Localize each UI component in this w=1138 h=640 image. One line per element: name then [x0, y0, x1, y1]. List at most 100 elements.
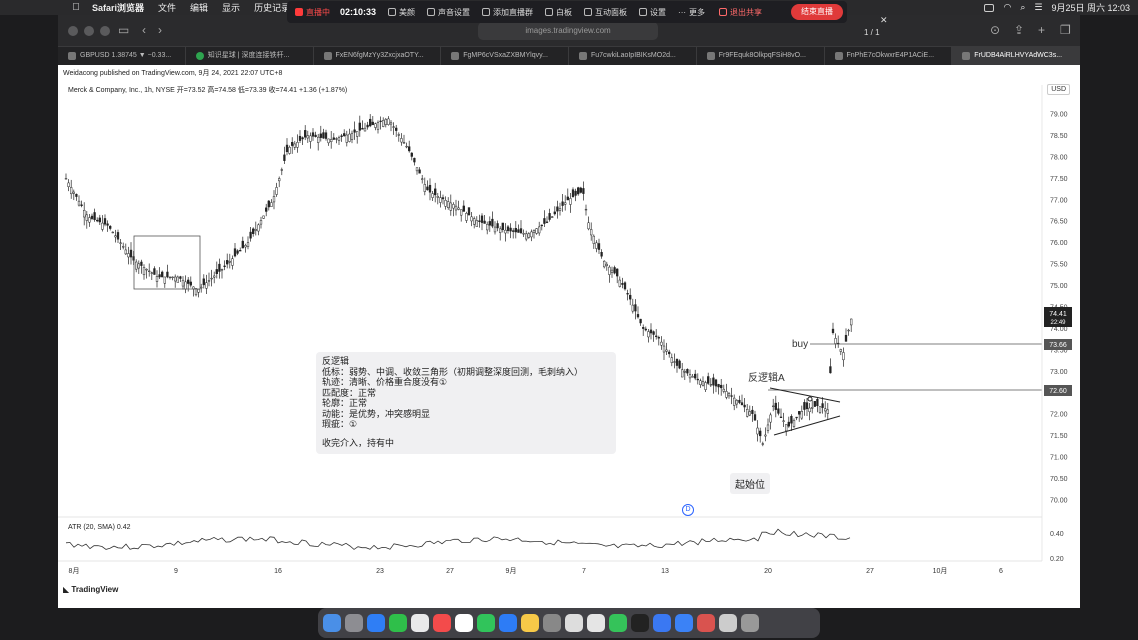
keynote-icon[interactable] — [499, 614, 517, 632]
tab-overview-icon[interactable]: ❐ — [1060, 23, 1071, 37]
candle-body — [467, 207, 471, 216]
close-overlay-icon[interactable]: ✕ — [880, 15, 888, 25]
new-tab-icon[interactable]: + — [1038, 23, 1046, 37]
microphone-icon — [427, 8, 436, 16]
candle-body — [148, 270, 151, 272]
more-button[interactable]: ··· 更多 — [678, 7, 705, 18]
candle-body — [579, 187, 582, 193]
messages-icon[interactable] — [389, 614, 407, 632]
end-live-button[interactable]: 结束直播 — [791, 4, 843, 20]
candle-body — [231, 258, 234, 266]
tab-image-5[interactable]: FnPhE7cOkwxrE4P1ACiE... — [825, 47, 953, 65]
back-icon[interactable]: ‹ — [142, 23, 146, 37]
price-tick: 76.00 — [1050, 240, 1068, 247]
zoom-window-button[interactable] — [100, 26, 110, 36]
candle-body — [90, 215, 94, 219]
live-timer: 02:10:33 — [340, 7, 377, 17]
notes-icon[interactable] — [521, 614, 539, 632]
music-icon[interactable] — [433, 614, 451, 632]
candle-body — [324, 132, 328, 139]
download-icon[interactable]: ⊙ — [990, 23, 1001, 37]
close-window-button[interactable] — [68, 26, 78, 36]
preview-icon[interactable] — [719, 614, 737, 632]
trash-icon[interactable] — [741, 614, 759, 632]
tab-title: FgMP6cVSxaZXBMYlqvy... — [463, 52, 548, 59]
mac-dock — [318, 608, 820, 638]
mail-icon[interactable] — [653, 614, 671, 632]
safari-icon[interactable] — [367, 614, 385, 632]
candle-body — [454, 205, 458, 211]
tab-image-4[interactable]: Fr9FEquk8OlkpqFSiH8vO... — [697, 47, 825, 65]
sidebar-icon[interactable]: ▭ — [118, 23, 130, 37]
chrome-icon[interactable] — [587, 614, 605, 632]
tab-title: FnPhE7cOkwxrE4P1ACiE... — [846, 52, 935, 59]
system-prefs-icon[interactable] — [543, 614, 561, 632]
tab-image-active[interactable]: FrUDB4AiRLHVYAdWC3s... — [952, 47, 1080, 65]
publisher-line: Weidacong published on TradingView.com, … — [63, 70, 283, 77]
live-app-icon[interactable] — [697, 614, 715, 632]
menu-history[interactable]: 历史记录 — [254, 3, 291, 13]
minimize-window-button[interactable] — [84, 26, 94, 36]
forward-icon[interactable]: › — [158, 23, 162, 37]
tab-favicon — [834, 52, 843, 60]
whiteboard-button[interactable]: 白板 — [545, 7, 572, 18]
terminal-icon[interactable] — [631, 614, 649, 632]
candle-body — [304, 130, 307, 138]
candle-body — [652, 331, 655, 335]
candle-body — [475, 220, 478, 227]
candle-body — [722, 388, 725, 392]
candle-body — [374, 123, 377, 128]
menu-safari[interactable]: Safari浏览器 — [92, 3, 145, 13]
url-bar[interactable]: images.tradingview.com — [478, 22, 658, 40]
calendar-icon[interactable] — [455, 614, 473, 632]
candle-body — [553, 211, 556, 215]
tab-gbpusd[interactable]: GBPUSD 1.38745 ▼ −0.33... — [58, 47, 186, 65]
candle-body — [486, 224, 489, 231]
candle-body — [423, 184, 426, 192]
start-position-label: 起始位 — [730, 473, 770, 494]
time-tick: 13 — [661, 568, 669, 575]
tab-image-3[interactable]: Fu7cwkiLaoIpIBIKsMO2d... — [569, 47, 697, 65]
launchpad-icon[interactable] — [345, 614, 363, 632]
candle-body — [395, 127, 398, 131]
candle-body — [657, 336, 660, 339]
time-tick: 8月 — [69, 567, 80, 575]
app-store-icon[interactable] — [565, 614, 583, 632]
tab-image-2[interactable]: FgMP6cVSxaZXBMYlqvy... — [441, 47, 569, 65]
candle-body — [597, 243, 601, 250]
share-page-icon[interactable]: ⇪ — [1014, 23, 1025, 37]
search-icon[interactable]: ⌕ — [1020, 2, 1026, 12]
numbers-icon[interactable] — [477, 614, 495, 632]
candle-body — [509, 227, 512, 232]
candle-body — [93, 212, 96, 221]
candle-body — [210, 277, 213, 280]
candle-body — [106, 223, 109, 226]
beauty-button[interactable]: 美颜 — [388, 7, 415, 18]
tab-zsxq[interactable]: 知识星球 | 深度连接铁杆... — [186, 47, 314, 65]
tencent-icon[interactable] — [675, 614, 693, 632]
stop-share-button[interactable]: 退出共享 — [719, 7, 762, 18]
add-group-button[interactable]: 添加直播群 — [482, 7, 533, 18]
candle-body — [283, 154, 286, 161]
candle-body — [540, 224, 543, 227]
tab-image-1[interactable]: FxEN6fgMzYy3ZxcjxaOTY... — [314, 47, 442, 65]
audio-settings-button[interactable]: 声音设置 — [427, 7, 470, 18]
wifi-icon[interactable]: ◠ — [1003, 2, 1012, 12]
finder-icon[interactable] — [323, 614, 341, 632]
photos-icon[interactable] — [411, 614, 429, 632]
wechat-icon[interactable] — [609, 614, 627, 632]
battery-icon[interactable] — [984, 3, 995, 12]
menu-file[interactable]: 文件 — [158, 3, 177, 13]
menu-edit[interactable]: 编辑 — [190, 3, 209, 13]
candle-body — [587, 222, 590, 230]
apple-icon[interactable]:  — [68, 2, 84, 13]
candle-body — [358, 122, 361, 131]
candle-body — [155, 276, 159, 282]
candle-body — [821, 403, 824, 408]
interact-panel-button[interactable]: 互动面板 — [584, 7, 627, 18]
control-center-icon[interactable]: ☰ — [1034, 2, 1043, 12]
menu-view[interactable]: 显示 — [222, 3, 241, 13]
menubar-clock[interactable]: 9月25日 周六 12:03 — [1051, 3, 1130, 13]
candle-body — [441, 197, 445, 200]
settings-button[interactable]: 设置 — [639, 7, 666, 18]
